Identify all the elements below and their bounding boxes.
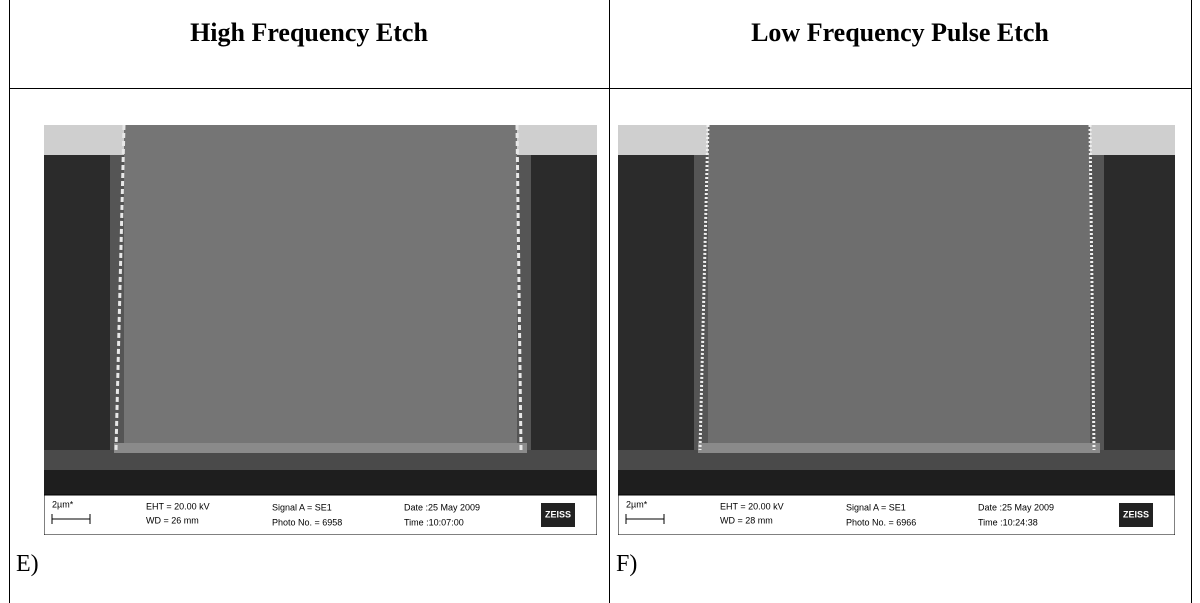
signal: Signal A = SE1 bbox=[846, 502, 906, 512]
pillar-base bbox=[114, 443, 527, 453]
border bbox=[9, 0, 10, 603]
column-header: High Frequency Etch bbox=[190, 18, 428, 47]
floor-dark bbox=[44, 470, 597, 495]
top-surface bbox=[517, 125, 597, 155]
top-surface bbox=[618, 125, 708, 155]
figure-label: F) bbox=[616, 551, 638, 577]
sidewall bbox=[515, 125, 523, 451]
photo: Photo No. = 6966 bbox=[846, 517, 916, 527]
side-glow bbox=[1090, 155, 1104, 455]
pillar bbox=[124, 125, 517, 453]
side-glow bbox=[517, 155, 531, 455]
time: Time :10:24:38 bbox=[978, 517, 1038, 527]
date: Date :25 May 2009 bbox=[978, 502, 1054, 512]
floor-dark bbox=[618, 470, 1175, 495]
pillar-base bbox=[698, 443, 1100, 453]
scale: 2µm* bbox=[626, 499, 648, 509]
border bbox=[609, 0, 610, 603]
pillar bbox=[708, 125, 1090, 453]
info-bar bbox=[618, 494, 1175, 535]
top-surface bbox=[1090, 125, 1175, 155]
border bbox=[1191, 0, 1192, 603]
photo: Photo No. = 6958 bbox=[272, 517, 342, 527]
info-bar bbox=[44, 494, 597, 535]
logo-box bbox=[1119, 503, 1153, 527]
time: Time :10:07:00 bbox=[404, 517, 464, 527]
date: Date :25 May 2009 bbox=[404, 502, 480, 512]
signal: Signal A = SE1 bbox=[272, 502, 332, 512]
wd: WD = 26 mm bbox=[146, 515, 199, 525]
logo: ZEISS bbox=[545, 509, 571, 519]
eht: EHT = 20.00 kV bbox=[146, 501, 210, 511]
scale: 2µm* bbox=[52, 499, 74, 509]
column-header: Low Frequency Pulse Etch bbox=[751, 18, 1049, 47]
figure-label: E) bbox=[16, 551, 39, 577]
logo: ZEISS bbox=[1123, 509, 1149, 519]
sidewall bbox=[114, 125, 126, 451]
sem-image: 2µm* EHT = 20.00 kV WD = 28 mm Signal A = S… bbox=[618, 125, 1175, 535]
eht: EHT = 20.00 kV bbox=[720, 501, 784, 511]
border bbox=[9, 88, 1192, 89]
top-surface bbox=[44, 125, 124, 155]
floor bbox=[44, 450, 597, 470]
logo-box bbox=[541, 503, 575, 527]
sem-image: 2µm* EHT = 20.00 kV WD = 26 mm Signal A = S… bbox=[44, 125, 597, 535]
floor bbox=[618, 450, 1175, 470]
wd: WD = 28 mm bbox=[720, 515, 773, 525]
